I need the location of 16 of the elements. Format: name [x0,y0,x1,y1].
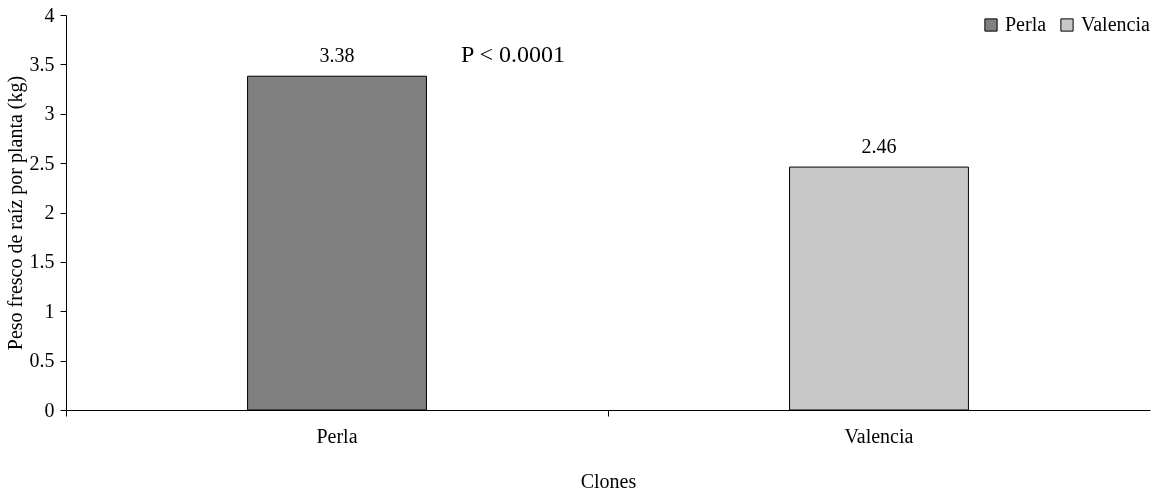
data-label: 2.46 [861,135,897,158]
legend-label: Perla [1005,13,1047,35]
y-tick-label: 2.5 [29,151,55,174]
legend-label: Valencia [1081,13,1150,35]
y-axis-title: Peso fresco de raíz por planta (kg) [3,75,27,351]
data-label: 3.38 [319,44,355,67]
y-tick-label: 2 [44,201,55,223]
y-tick-label: 0.5 [29,349,55,372]
y-tick-label: 1.5 [29,250,55,273]
annotation: P < 0.0001 [461,41,565,67]
y-tick-label: 1 [44,299,55,322]
x-axis-title: Clones [580,469,637,492]
y-tick-label: 3.5 [29,52,55,75]
y-tick-label: 4 [44,3,55,26]
y-tick-label: 0 [44,398,55,421]
y-tick-label: 3 [44,102,55,125]
